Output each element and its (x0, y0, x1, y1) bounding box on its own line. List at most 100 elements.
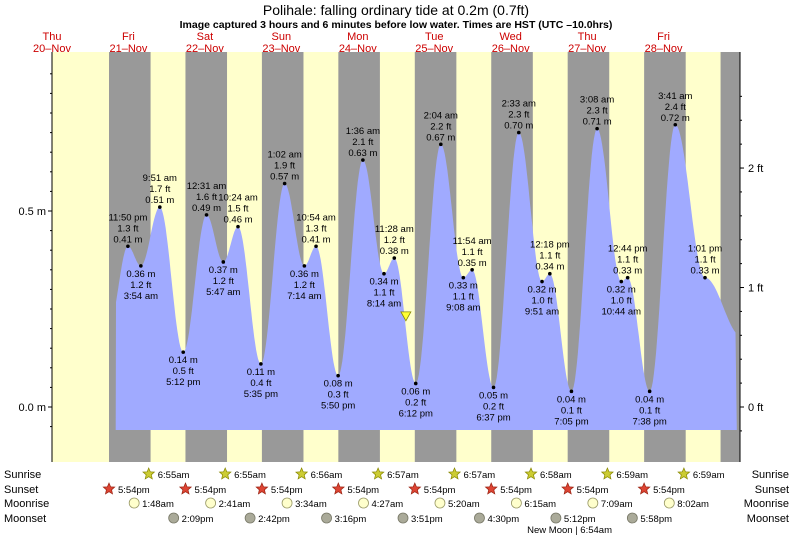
tide-point (139, 264, 143, 268)
tide-point (461, 275, 466, 280)
sunrise-icon (371, 467, 385, 480)
sunset-icon (637, 482, 651, 495)
tide-ft-label: 1.2 ft (213, 276, 234, 287)
tide-time-label: 1:36 am (346, 126, 380, 137)
tide-time-label: 7:14 am (287, 291, 321, 302)
row-label-right: Moonrise (744, 498, 789, 510)
date-label: 24–Nov (339, 43, 377, 55)
sunset-time: 5:54pm (271, 485, 303, 496)
tide-point (491, 385, 496, 390)
sunrise-icon (218, 467, 232, 480)
current-level-marker (400, 311, 412, 322)
tide-time-label: 11:50 pm (108, 212, 147, 223)
sunrise-icon (447, 467, 462, 480)
tide-ft-label: 0.2 ft (483, 401, 504, 412)
tide-ft-label: 0.5 ft (173, 366, 194, 377)
sunset-icon (408, 482, 422, 495)
tide-ft-label: 0.2 ft (405, 397, 426, 408)
tide-m-label: 0.05 m (479, 390, 508, 401)
tide-ft-label: 2.3 ft (587, 106, 608, 117)
tide-ft-label: 0.4 ft (250, 378, 271, 389)
date-label: 25–Nov (415, 43, 453, 55)
day-of-week-label: Thu (578, 31, 597, 43)
moonset-icon (550, 512, 562, 524)
date-label: 28–Nov (645, 43, 683, 55)
moonset-time: 5:58pm (640, 514, 672, 525)
tide-time-label: 11:28 am (375, 224, 414, 235)
day-of-week-label: Sat (197, 31, 214, 43)
tide-labels: 11:50 pm1.3 ft0.41 m0.36 m1.2 ft3:54 am9… (108, 91, 722, 428)
sunrise-time: 6:57am (464, 470, 496, 481)
tide-point (302, 264, 307, 268)
tide-m-label: 0.38 m (380, 246, 409, 257)
tide-point (282, 181, 287, 186)
tide-point (392, 256, 397, 260)
tide-point (413, 381, 418, 386)
tide-point (314, 244, 318, 249)
sunset-time: 5:54pm (653, 485, 685, 496)
moonrise-icon (128, 497, 140, 509)
sunset-time: 5:54pm (347, 485, 379, 496)
tide-point (204, 213, 209, 217)
astro-rows: Sunrise Sunrise Sunset Sunset Moonrise Moonri… (4, 467, 789, 536)
tide-point (336, 373, 340, 378)
tide-ft-label: 1.7 ft (149, 184, 170, 195)
tide-ft-label: 1.2 ft (294, 280, 315, 291)
moonrise-time: 7:09am (601, 499, 633, 510)
new-moon-label: New Moon | 6:54am (527, 525, 612, 536)
tide-time-label: 6:37 pm (476, 412, 510, 423)
moonrise-icon (281, 497, 293, 509)
tide-ft-label: 1.6 ft (196, 192, 217, 203)
right-tick-label: 2 ft (748, 163, 763, 175)
tide-time-label: 7:38 pm (632, 416, 666, 427)
left-tick-label: 0.5 m (18, 206, 46, 218)
tide-m-label: 0.04 m (635, 394, 664, 405)
day-of-week-label: Tue (425, 31, 444, 43)
tide-point (361, 158, 365, 162)
sunrise-time: 6:57am (387, 470, 419, 481)
tide-time-label: 10:54 am (296, 212, 336, 223)
tide-ft-label: 1.1 ft (617, 255, 638, 266)
tide-m-label: 0.63 m (348, 148, 377, 159)
tide-point (221, 260, 226, 264)
sunset-icon (178, 482, 193, 495)
tide-point (158, 205, 162, 209)
tide-m-label: 0.33 m (449, 281, 478, 292)
tide-point (259, 362, 263, 366)
row-label-right: Sunrise (752, 469, 789, 481)
row-label-left: Sunrise (4, 469, 41, 481)
axes: 0.0 m 0.5 m 0 ft 1 ft 2 ft (18, 52, 763, 462)
tide-ft-label: 1.0 ft (531, 296, 552, 307)
day-of-week-label: Sun (272, 31, 292, 43)
tide-time-label: 5:50 pm (321, 401, 355, 412)
sunset-time: 5:54pm (500, 485, 532, 496)
tide-m-label: 0.41 m (113, 234, 142, 245)
date-label: 23–Nov (262, 43, 300, 55)
sunset-icon (561, 482, 575, 495)
moonrise-time: 4:27am (372, 499, 404, 510)
tide-time-label: 2:04 am (424, 110, 458, 121)
tide-m-label: 0.36 m (126, 269, 155, 280)
sunset-time: 5:54pm (118, 485, 150, 496)
tide-time-label: 3:54 am (124, 291, 158, 302)
tide-m-label: 0.32 m (607, 285, 636, 296)
tide-point (569, 389, 574, 394)
tide-point (516, 130, 521, 135)
date-label: 26–Nov (492, 43, 530, 55)
moonrise-time: 6:15am (524, 499, 556, 510)
tide-time-label: 12:31 am (187, 181, 227, 192)
tide-m-label: 0.34 m (369, 277, 398, 288)
tide-m-label: 0.71 m (583, 117, 612, 128)
tide-time-label: 9:51 am (525, 307, 559, 318)
tide-ft-label: 1.5 ft (227, 204, 248, 215)
tide-point (181, 350, 186, 354)
tide-time-label: 10:24 am (218, 193, 258, 204)
tide-time-label: 5:35 pm (244, 389, 278, 400)
tide-ft-label: 1.1 ft (453, 292, 474, 303)
day-of-week-label: Fri (122, 31, 135, 43)
tide-time-label: 6:12 pm (399, 408, 433, 419)
tide-m-label: 0.37 m (209, 265, 238, 276)
tide-m-label: 0.49 m (192, 203, 221, 214)
tide-point (236, 224, 240, 229)
tide-ft-label: 1.9 ft (274, 161, 295, 172)
